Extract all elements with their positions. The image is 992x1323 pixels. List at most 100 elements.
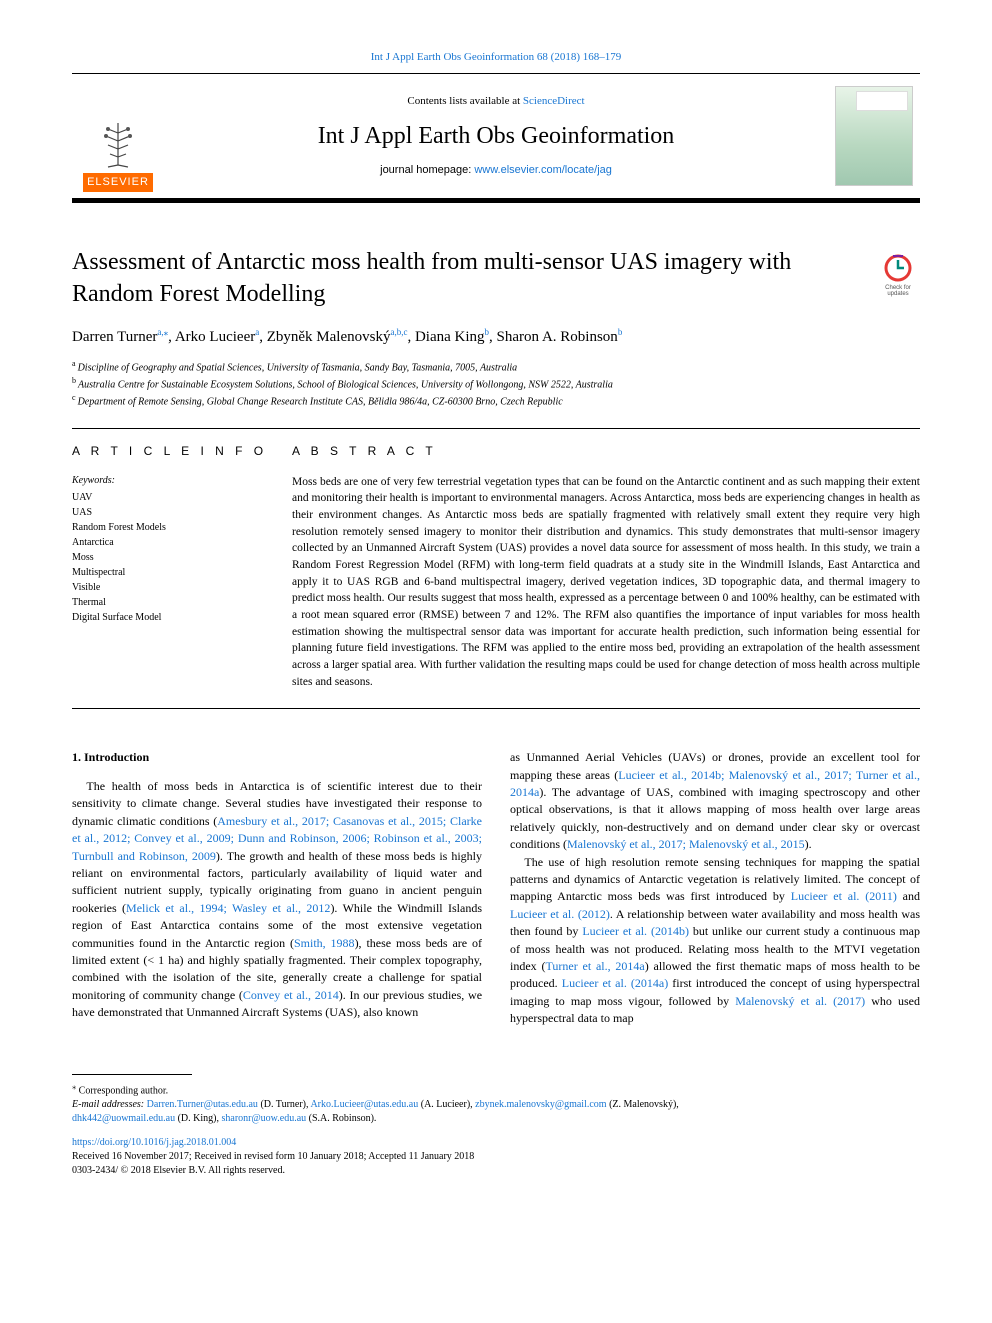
masthead-right <box>828 74 920 198</box>
top-citation: Int J Appl Earth Obs Geoinformation 68 (… <box>72 50 920 65</box>
keyword: Moss <box>72 550 272 565</box>
section-heading: 1. Introduction <box>72 749 482 766</box>
body-column-right: as Unmanned Aerial Vehicles (UAVs) or dr… <box>510 749 920 1027</box>
authors-line: Darren Turnera,⁎, Arko Lucieera, Zbyněk … <box>72 326 920 348</box>
author: Darren Turner <box>72 329 157 345</box>
keyword: UAS <box>72 505 272 520</box>
email-who: (D. Turner), <box>258 1099 311 1110</box>
citation-link[interactable]: Malenovský et al. (2017) <box>735 994 865 1008</box>
abstract-text: Moss beds are one of very few terrestria… <box>292 474 920 691</box>
affiliation-line: c Department of Remote Sensing, Global C… <box>72 392 920 409</box>
email-link[interactable]: Arko.Lucieer@utas.edu.au <box>310 1099 418 1110</box>
publisher-name: ELSEVIER <box>83 173 153 192</box>
email-label: E-mail addresses: <box>72 1099 147 1110</box>
affil-sup-link[interactable]: a,b,c <box>390 327 407 337</box>
email-addresses: E-mail addresses: Darren.Turner@utas.edu… <box>72 1098 920 1112</box>
affil-sup-link[interactable]: b <box>485 327 490 337</box>
author: Arko Lucieer <box>175 329 255 345</box>
doi-block: https://doi.org/10.1016/j.jag.2018.01.00… <box>72 1136 920 1178</box>
author: Diana King <box>415 329 485 345</box>
citation-link[interactable]: Lucieer et al. (2014a) <box>562 976 669 990</box>
abstract-column: A B S T R A C T Moss beds are one of ver… <box>292 443 920 691</box>
affil-key: a <box>72 359 78 368</box>
article-info-column: A R T I C L E I N F O Keywords: UAVUASRa… <box>72 443 292 691</box>
citation-link[interactable]: Convey et al., 2014 <box>243 988 339 1002</box>
affiliations: a Discipline of Geography and Spatial Sc… <box>72 358 920 410</box>
publisher-logo-block: ELSEVIER <box>72 74 164 198</box>
homepage-line: journal homepage: www.elsevier.com/locat… <box>380 163 612 178</box>
email-who: (A. Lucieer), <box>418 1099 475 1110</box>
citation-link[interactable]: Malenovský et al., 2017; Malenovský et a… <box>567 837 805 851</box>
masthead-center: Contents lists available at ScienceDirec… <box>164 74 828 198</box>
check-updates-badge[interactable]: Check forupdates <box>876 253 920 297</box>
journal-name: Int J Appl Earth Obs Geoinformation <box>318 120 675 154</box>
corr-sup-link[interactable]: ⁎ <box>164 327 169 337</box>
divider <box>72 428 920 429</box>
affil-sup-link[interactable]: b <box>618 327 623 337</box>
check-updates-text: Check forupdates <box>885 285 911 297</box>
top-citation-link[interactable]: Int J Appl Earth Obs Geoinformation 68 (… <box>371 51 622 63</box>
article-title: Assessment of Antarctic moss health from… <box>72 247 866 309</box>
body-text: as Unmanned Aerial Vehicles (UAVs) or dr… <box>510 749 920 1027</box>
author-affil-sup: a,⁎ <box>157 327 168 337</box>
body-run: ). <box>805 837 812 851</box>
issn-copyright: 0303-2434/ © 2018 Elsevier B.V. All righ… <box>72 1164 920 1178</box>
email-link[interactable]: sharonr@uow.edu.au <box>221 1113 306 1124</box>
affiliation-line: a Discipline of Geography and Spatial Sc… <box>72 358 920 375</box>
author-affil-sup: b <box>618 327 623 337</box>
body-column-left: 1. Introduction The health of moss beds … <box>72 749 482 1027</box>
body-columns: 1. Introduction The health of moss beds … <box>72 749 920 1027</box>
doi-link[interactable]: https://doi.org/10.1016/j.jag.2018.01.00… <box>72 1137 236 1148</box>
keyword: Thermal <box>72 595 272 610</box>
contents-line: Contents lists available at ScienceDirec… <box>407 94 584 109</box>
author-affil-sup: a,b,c <box>390 327 407 337</box>
author: Sharon A. Robinson <box>497 329 618 345</box>
keyword: UAV <box>72 490 272 505</box>
journal-homepage-link[interactable]: www.elsevier.com/locate/jag <box>474 164 612 176</box>
author: Zbyněk Malenovský <box>267 329 391 345</box>
homepage-prefix: journal homepage: <box>380 164 474 176</box>
citation-link[interactable]: Turner et al., 2014a <box>545 959 644 973</box>
email-addresses-line2: dhk442@uowmail.edu.au (D. King), sharonr… <box>72 1112 920 1126</box>
masthead: ELSEVIER Contents lists available at Sci… <box>72 73 920 203</box>
footnote-rule <box>72 1074 192 1075</box>
email-link[interactable]: dhk442@uowmail.edu.au <box>72 1113 175 1124</box>
journal-cover-thumb <box>835 86 913 186</box>
received-dates: Received 16 November 2017; Received in r… <box>72 1150 920 1164</box>
abstract-label: A B S T R A C T <box>292 443 920 460</box>
elsevier-tree-icon <box>98 121 138 169</box>
citation-link[interactable]: Lucieer et al. (2014b) <box>582 924 689 938</box>
email-link[interactable]: zbynek.malenovsky@gmail.com <box>475 1099 606 1110</box>
affil-key: b <box>72 376 78 385</box>
corr-text: Corresponding author. <box>76 1085 168 1096</box>
citation-link[interactable]: Smith, 1988 <box>294 936 355 950</box>
citation-link[interactable]: Lucieer et al. (2011) <box>791 889 897 903</box>
keyword: Antarctica <box>72 535 272 550</box>
email-who: (S.A. Robinson). <box>306 1113 376 1124</box>
keyword: Visible <box>72 580 272 595</box>
author-affil-sup: a <box>255 327 259 337</box>
email-who: (D. King), <box>175 1113 221 1124</box>
keywords-list: UAVUASRandom Forest ModelsAntarcticaMoss… <box>72 490 272 625</box>
footnotes: ⁎ Corresponding author. E-mail addresses… <box>72 1068 920 1126</box>
body-run: and <box>897 889 920 903</box>
keywords-label: Keywords: <box>72 474 272 488</box>
citation-link[interactable]: Melick et al., 1994; Wasley et al., 2012 <box>126 901 330 915</box>
body-text: The health of moss beds in Antarctica is… <box>72 778 482 1021</box>
article-info-label: A R T I C L E I N F O <box>72 443 272 460</box>
email-who: (Z. Malenovský), <box>607 1099 679 1110</box>
check-updates-icon <box>883 253 913 283</box>
affiliation-line: b Australia Centre for Sustainable Ecosy… <box>72 375 920 392</box>
corresponding-author-note: ⁎ Corresponding author. <box>72 1081 920 1098</box>
sciencedirect-link[interactable]: ScienceDirect <box>523 95 585 107</box>
affil-sup-link[interactable]: a <box>255 327 259 337</box>
keyword: Random Forest Models <box>72 520 272 535</box>
citation-link[interactable]: Lucieer et al. (2012) <box>510 907 610 921</box>
keyword: Multispectral <box>72 565 272 580</box>
affil-key: c <box>72 393 78 402</box>
email-link[interactable]: Darren.Turner@utas.edu.au <box>147 1099 258 1110</box>
divider <box>72 708 920 709</box>
contents-prefix: Contents lists available at <box>407 95 522 107</box>
keyword: Digital Surface Model <box>72 610 272 625</box>
author-affil-sup: b <box>485 327 490 337</box>
